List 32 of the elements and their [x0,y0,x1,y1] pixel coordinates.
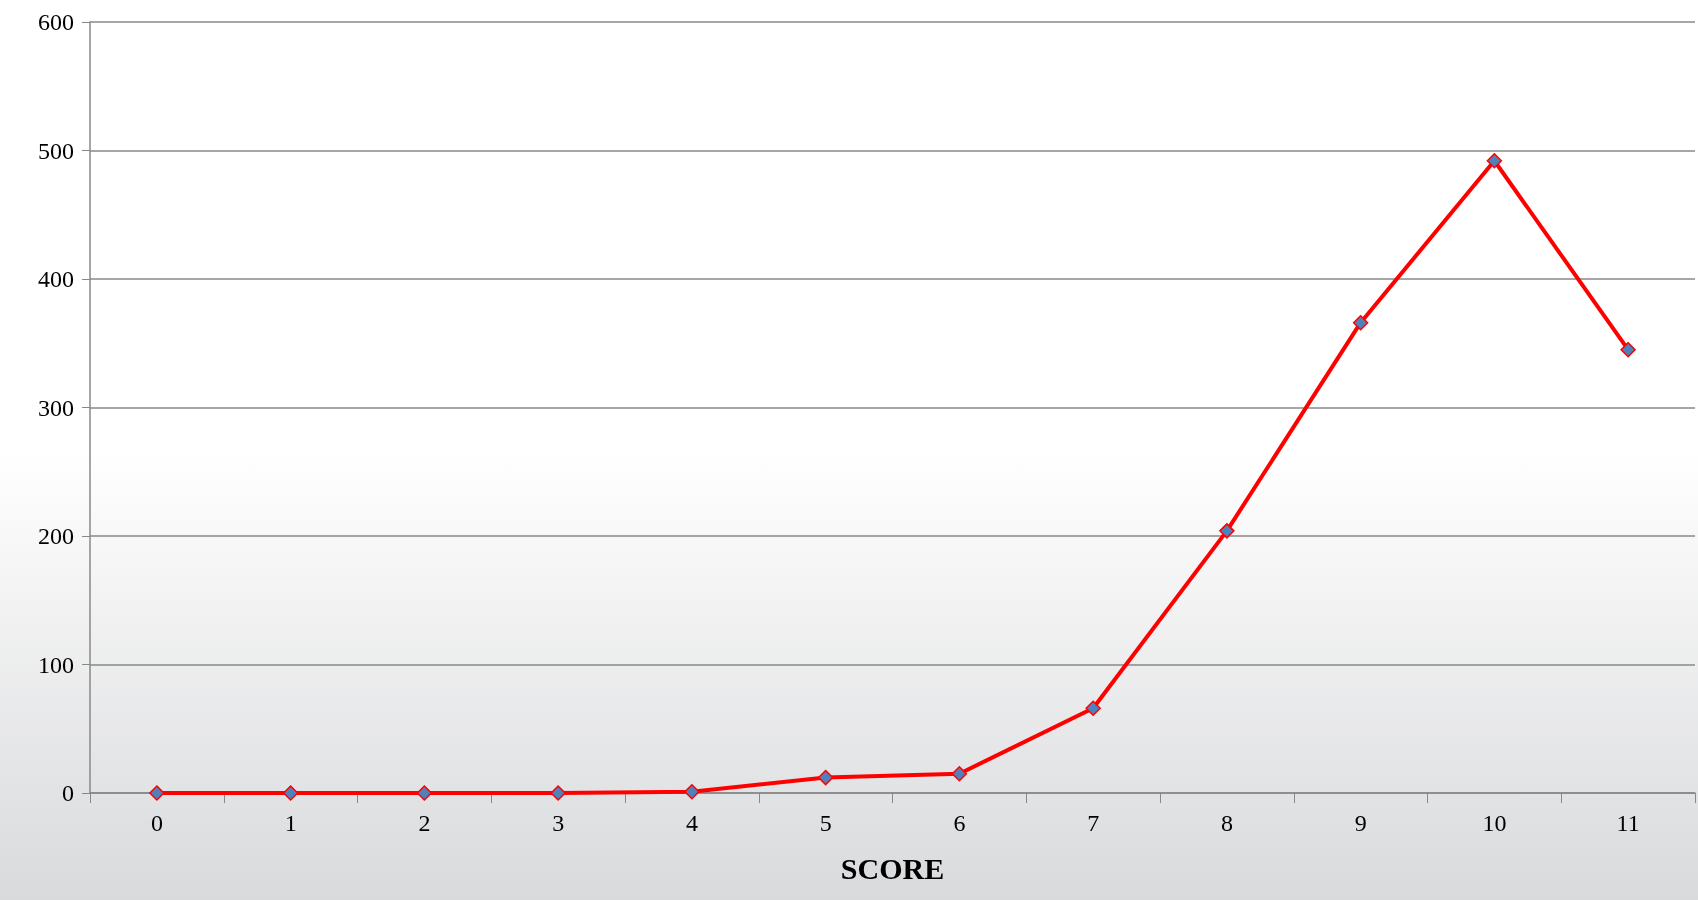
x-tick-label: 10 [1482,810,1507,836]
y-tick-label: 200 [38,523,74,549]
point [1352,314,1369,331]
point [149,785,165,801]
point [817,769,834,786]
x-tick-label: 11 [1616,810,1640,836]
x-tick-label: 1 [284,810,297,836]
x-tick-label: 9 [1354,810,1367,836]
point [684,783,700,800]
y-tick-label: 300 [38,394,74,421]
x-tick-label: 0 [150,810,163,836]
x-tick-label: 4 [685,810,698,836]
x-tick-label: 2 [418,810,431,836]
point [550,785,566,801]
x-axis-title: SCORE [840,851,945,885]
point [951,765,968,782]
x-tick-label: 6 [953,810,966,836]
point [416,785,433,801]
point [282,785,299,801]
x-tick-label: 7 [1087,810,1100,836]
x-tick-label: 3 [552,810,565,836]
point [1620,341,1636,358]
x-tick-label: 8 [1220,810,1233,836]
point [1219,523,1235,539]
y-tick-label: 400 [38,266,74,292]
y-tick-label: 100 [38,651,74,678]
y-tick-label: 600 [38,9,74,35]
y-tick-label: 0 [62,780,74,806]
point [1085,700,1101,716]
point [1486,153,1503,169]
y-tick-label: 500 [38,137,74,164]
x-tick-label: 5 [819,810,832,836]
